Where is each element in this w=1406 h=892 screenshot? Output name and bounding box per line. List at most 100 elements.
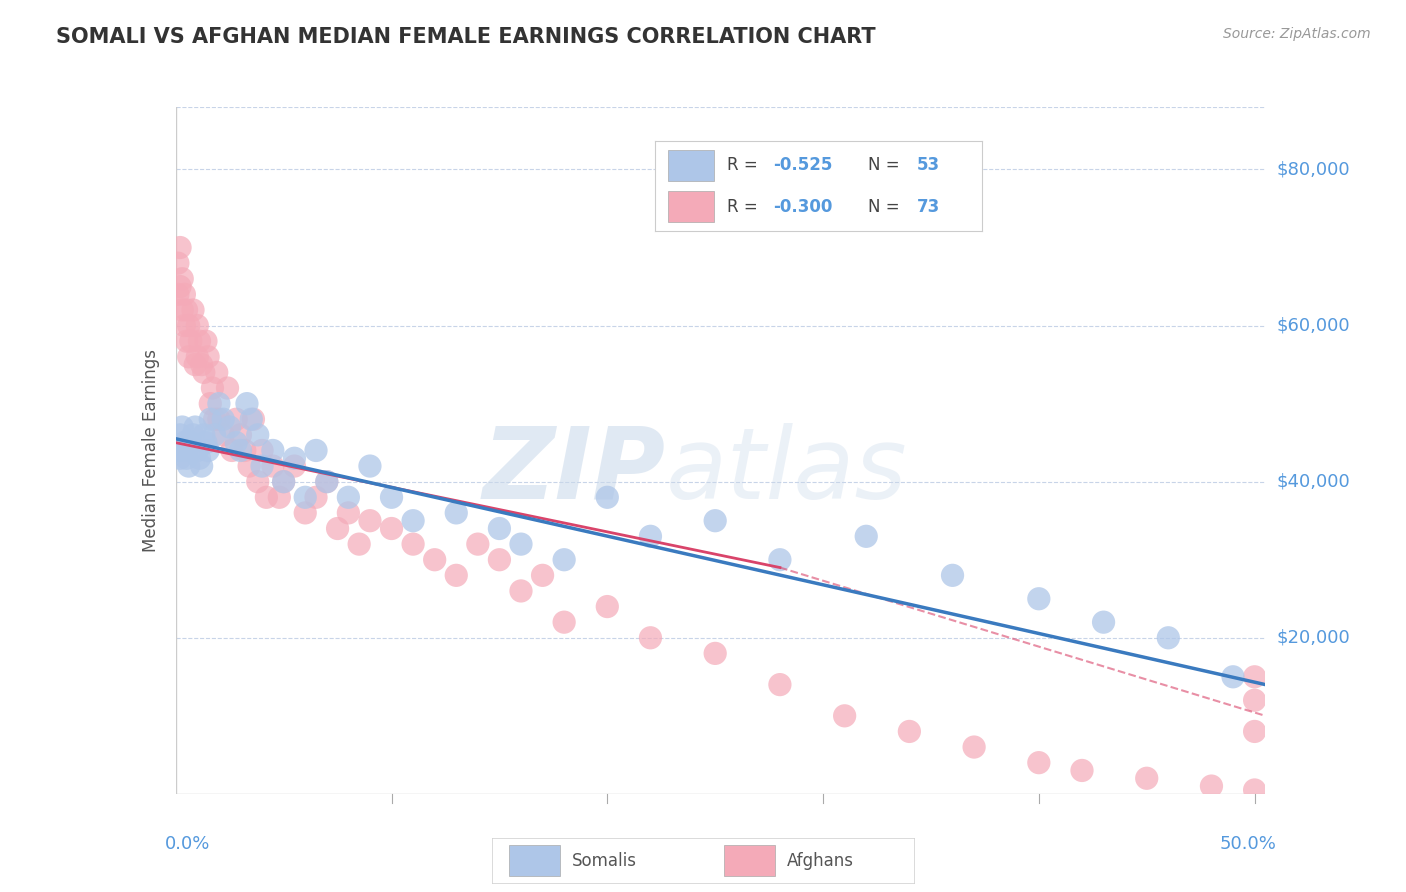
- Point: [218, 420, 240, 434]
- Point: [169, 451, 191, 466]
- Text: N =: N =: [868, 197, 900, 216]
- Text: Somalis: Somalis: [572, 852, 637, 870]
- Point: [315, 475, 337, 489]
- Point: [186, 350, 208, 364]
- Text: ZIP: ZIP: [484, 423, 666, 519]
- Point: [169, 427, 191, 442]
- Point: [177, 350, 200, 364]
- Text: $60,000: $60,000: [1277, 317, 1350, 334]
- Point: [305, 490, 328, 504]
- FancyBboxPatch shape: [668, 151, 714, 181]
- Point: [186, 443, 208, 458]
- Text: SOMALI VS AFGHAN MEDIAN FEMALE EARNINGS CORRELATION CHART: SOMALI VS AFGHAN MEDIAN FEMALE EARNINGS …: [56, 27, 876, 46]
- Point: [208, 396, 231, 410]
- Point: [283, 458, 305, 473]
- Point: [1092, 615, 1115, 630]
- Point: [169, 240, 191, 255]
- Point: [402, 514, 425, 528]
- Point: [184, 420, 207, 434]
- Point: [359, 458, 381, 473]
- Text: Source: ZipAtlas.com: Source: ZipAtlas.com: [1223, 27, 1371, 41]
- Point: [488, 552, 510, 567]
- FancyBboxPatch shape: [724, 846, 775, 876]
- Point: [172, 443, 194, 458]
- Point: [200, 412, 222, 426]
- Point: [188, 334, 211, 349]
- Point: [446, 568, 468, 582]
- Point: [246, 427, 269, 442]
- Point: [229, 443, 252, 458]
- Point: [167, 443, 190, 458]
- Y-axis label: Median Female Earnings: Median Female Earnings: [142, 349, 160, 552]
- Point: [510, 537, 533, 551]
- Point: [240, 412, 263, 426]
- Point: [1071, 764, 1094, 778]
- Point: [194, 334, 217, 349]
- Point: [236, 396, 259, 410]
- Point: [201, 381, 224, 395]
- Point: [305, 443, 328, 458]
- Point: [254, 490, 277, 504]
- Point: [172, 271, 194, 285]
- Point: [1243, 670, 1265, 684]
- Point: [180, 435, 202, 450]
- Point: [172, 420, 194, 434]
- Point: [510, 583, 533, 598]
- Point: [190, 458, 212, 473]
- Point: [553, 615, 575, 630]
- Point: [1243, 783, 1265, 797]
- Text: $20,000: $20,000: [1277, 629, 1350, 647]
- Point: [640, 631, 662, 645]
- Text: N =: N =: [868, 156, 900, 175]
- Point: [294, 506, 316, 520]
- Point: [250, 458, 273, 473]
- Point: [380, 521, 402, 535]
- Point: [173, 435, 195, 450]
- Point: [173, 318, 195, 333]
- Point: [1028, 591, 1050, 606]
- Point: [177, 318, 200, 333]
- Point: [337, 506, 360, 520]
- Point: [172, 303, 194, 318]
- FancyBboxPatch shape: [509, 846, 560, 876]
- Point: [200, 396, 222, 410]
- Point: [193, 427, 215, 442]
- Text: 0.0%: 0.0%: [165, 835, 211, 853]
- Point: [176, 451, 198, 466]
- Text: $40,000: $40,000: [1277, 473, 1350, 491]
- FancyBboxPatch shape: [668, 192, 714, 222]
- Point: [212, 427, 235, 442]
- Point: [315, 475, 337, 489]
- Point: [181, 427, 204, 442]
- Point: [167, 256, 190, 270]
- Text: R =: R =: [727, 197, 758, 216]
- Point: [273, 475, 295, 489]
- Point: [380, 490, 402, 504]
- Point: [205, 366, 228, 380]
- Point: [225, 435, 247, 450]
- Point: [553, 552, 575, 567]
- Point: [1157, 631, 1180, 645]
- Text: -0.300: -0.300: [773, 197, 832, 216]
- Point: [898, 724, 921, 739]
- Text: R =: R =: [727, 156, 758, 175]
- Point: [176, 334, 198, 349]
- Point: [273, 475, 295, 489]
- Point: [337, 490, 360, 504]
- Point: [184, 358, 207, 372]
- Point: [347, 537, 370, 551]
- Point: [769, 678, 792, 692]
- Point: [204, 427, 226, 442]
- Point: [173, 287, 195, 301]
- Point: [834, 708, 856, 723]
- Point: [596, 599, 619, 614]
- Text: -0.525: -0.525: [773, 156, 832, 175]
- Point: [1136, 771, 1159, 786]
- Point: [963, 740, 986, 755]
- Point: [1201, 779, 1223, 793]
- Point: [1028, 756, 1050, 770]
- Point: [446, 506, 468, 520]
- Point: [188, 451, 211, 466]
- Point: [190, 358, 212, 372]
- Point: [704, 646, 727, 660]
